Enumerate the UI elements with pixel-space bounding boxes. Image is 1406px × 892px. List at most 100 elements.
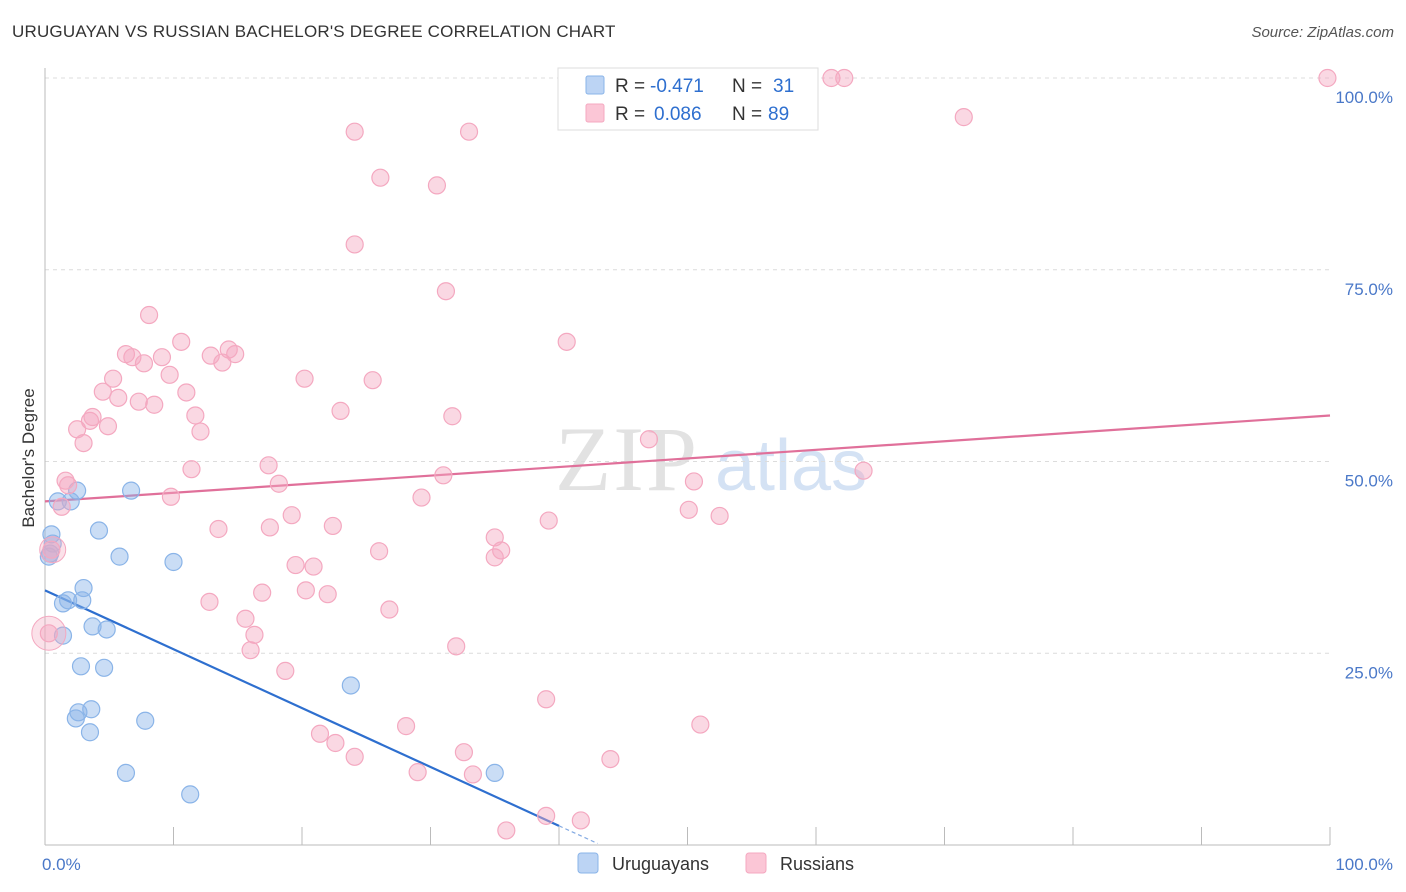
legend-n-value-russians: 89 — [768, 104, 789, 125]
point-russians-52 — [679, 500, 698, 519]
correlation-legend: R = -0.471 N = 31 R = 0.086 N = 89 — [557, 67, 819, 131]
point-russians-38 — [74, 433, 93, 453]
point-cluster-russians-a — [31, 615, 67, 651]
point-uruguayans-6 — [89, 521, 109, 540]
point-russians-73 — [241, 641, 260, 660]
series-legend: Uruguayans Russians — [577, 852, 854, 874]
point-russians-14 — [123, 348, 142, 367]
point-russians-21 — [160, 365, 179, 384]
point-russians-5 — [954, 108, 973, 127]
point-russians-50 — [52, 497, 71, 516]
x-tick-label-max: 100.0% — [1335, 855, 1393, 874]
legend-swatch-uruguayans — [585, 75, 605, 95]
point-russians-8 — [345, 235, 364, 254]
legend-r-label-russians: R = — [615, 104, 645, 125]
point-russians-87 — [497, 821, 516, 840]
point-russians-59 — [42, 540, 61, 559]
point-russians-34 — [80, 411, 100, 430]
point-russians-20 — [213, 353, 232, 372]
point-uruguayans-14 — [73, 591, 92, 610]
point-russians-62 — [485, 548, 504, 567]
trendline-extension-uruguayans — [558, 825, 598, 845]
legend-r-value-uruguayans: -0.471 — [650, 76, 704, 97]
point-russians-66 — [253, 583, 272, 602]
point-russians-72 — [39, 624, 58, 643]
y-tick-labels: 25.0% 50.0% 75.0% 100.0% — [1335, 88, 1393, 682]
point-russians-49 — [412, 488, 431, 507]
point-russians-35 — [98, 417, 118, 436]
point-russians-78 — [396, 717, 416, 736]
point-russians-68 — [200, 592, 219, 611]
y-tick-label-25: 25.0% — [1345, 663, 1393, 682]
zipatlas-watermark: ZIP atlas — [555, 408, 867, 510]
point-russians-12 — [172, 332, 191, 351]
point-russians-70 — [236, 609, 255, 628]
point-russians-19 — [134, 354, 154, 373]
point-uruguayans-17 — [97, 620, 116, 639]
point-uruguayans-22 — [66, 709, 85, 728]
point-russians-15 — [152, 348, 172, 367]
point-russians-28 — [129, 392, 148, 411]
point-russians-37 — [191, 422, 210, 441]
bottom-swatch-uruguayans — [577, 852, 599, 874]
data-points — [31, 68, 1337, 840]
y-axis-label: Bachelor's Degree — [19, 388, 38, 527]
point-russians-63 — [286, 555, 305, 575]
point-russians-64 — [304, 557, 323, 576]
legend-swatch-russians — [585, 103, 605, 123]
point-russians-42 — [434, 466, 453, 485]
point-russians-26 — [177, 383, 196, 402]
point-russians-18 — [226, 345, 245, 364]
point-russians-24 — [104, 369, 123, 388]
legend-r-value-russians: 0.086 — [654, 104, 702, 125]
trendline-uruguayans — [44, 589, 560, 827]
point-uruguayans-26 — [181, 785, 200, 804]
point-russians-25 — [93, 382, 112, 401]
legend-r-label-uruguayans: R = — [615, 76, 645, 97]
point-russians-40 — [259, 456, 278, 475]
point-uruguayans-15 — [53, 626, 73, 645]
point-russians-11 — [557, 332, 576, 351]
point-russians-77 — [691, 715, 710, 734]
point-russians-22 — [295, 369, 314, 388]
chart-title: URUGUAYAN VS RUSSIAN BACHELOR'S DEGREE C… — [12, 22, 616, 41]
point-russians-81 — [454, 743, 474, 762]
point-russians-57 — [323, 516, 342, 536]
legend-n-value-uruguayans: 31 — [773, 76, 794, 97]
point-russians-47 — [684, 472, 704, 491]
point-russians-27 — [109, 388, 128, 407]
point-uruguayans-7 — [68, 481, 87, 500]
point-russians-48 — [161, 487, 181, 506]
point-russians-29 — [145, 395, 164, 414]
point-russians-33 — [443, 407, 462, 426]
point-russians-71 — [245, 625, 264, 644]
point-russians-6 — [371, 168, 390, 187]
point-russians-84 — [408, 763, 427, 782]
x-tick-labels: 0.0% 100.0% — [42, 855, 1393, 874]
point-uruguayans-9 — [110, 547, 129, 566]
point-russians-51 — [282, 506, 301, 525]
point-uruguayans-0 — [42, 525, 61, 544]
point-russians-1 — [822, 68, 841, 88]
point-russians-41 — [182, 460, 201, 479]
point-cluster-russians-b — [39, 536, 67, 564]
point-uruguayans-8 — [121, 481, 141, 500]
legend-n-label-uruguayans: N = — [732, 76, 762, 97]
point-russians-61 — [492, 541, 511, 560]
point-russians-53 — [710, 506, 729, 526]
point-russians-46 — [269, 474, 288, 493]
svg-text:atlas: atlas — [715, 426, 867, 506]
point-russians-80 — [326, 733, 345, 753]
trendline-russians — [44, 414, 1331, 503]
point-uruguayans-19 — [95, 658, 114, 677]
point-russians-23 — [363, 371, 382, 390]
point-uruguayans-18 — [71, 657, 91, 676]
x-tick-label-min: 0.0% — [42, 855, 81, 874]
point-uruguayans-16 — [83, 617, 102, 636]
point-russians-9 — [436, 282, 456, 301]
point-russians-74 — [447, 637, 466, 656]
point-russians-10 — [139, 305, 159, 325]
point-russians-2 — [835, 68, 854, 88]
point-russians-31 — [186, 406, 205, 425]
axes — [44, 68, 1331, 846]
